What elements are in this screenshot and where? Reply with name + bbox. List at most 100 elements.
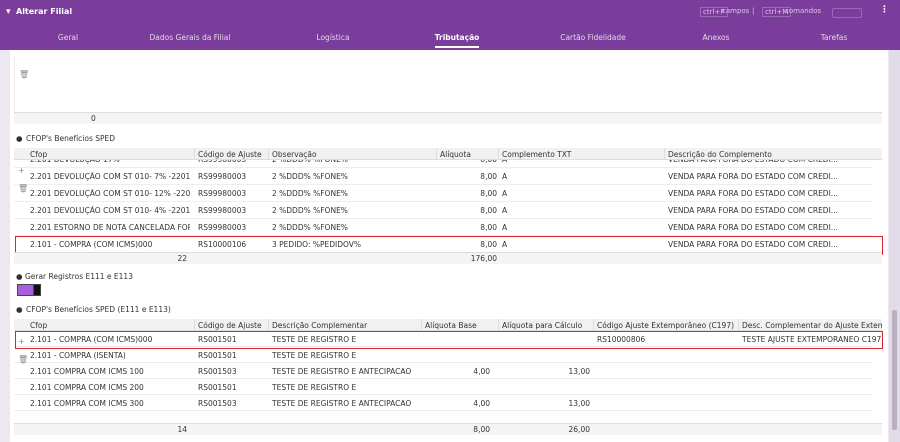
footer-cell: 176,00: [470, 254, 497, 263]
shortcut: |: [752, 7, 755, 15]
grid-footer: [14, 423, 882, 435]
dropdown[interactable]: [832, 8, 862, 18]
column-header: Alíquota para Cálculo: [502, 321, 583, 330]
tab[interactable]: Geral: [57, 33, 79, 42]
cell: VENDA PARA FORA DO ESTADO COM CREDI...: [668, 223, 838, 232]
tab[interactable]: Tributação: [434, 33, 480, 42]
cell: VENDA PARA FORA DO ESTADO COM CREDI...: [668, 172, 838, 181]
column-divider: [593, 319, 594, 331]
cell: 8,00: [480, 240, 497, 249]
grid-row[interactable]: 2.101 COMPRA COM ICMS 200 RS001501 TESTE D…: [14, 379, 872, 395]
section-title: ●: [16, 305, 23, 314]
grid-row[interactable]: 2.201 DEVOLUÇÃO COM ST 010- 12% -2201 RS9…: [14, 185, 872, 202]
section-title-text: CFOP's Benefícios SPED: [26, 134, 116, 143]
row-action[interactable]: +: [18, 337, 25, 346]
cell: VENDA PARA FORA DO ESTADO COM CREDI...: [668, 160, 838, 164]
cell: 2 %DDD% %FONE%: [272, 160, 432, 164]
shortcut: campos: [722, 7, 750, 15]
column-header: Cfop: [30, 150, 48, 159]
cell: 4,00: [473, 398, 490, 408]
row-action[interactable]: 🗑: [18, 184, 29, 193]
cell: 2 %DDD% %FONE%: [272, 206, 348, 215]
cell: RS99980003: [198, 223, 247, 232]
page-title: Alterar Filial: [16, 7, 73, 16]
column-header: Observação: [272, 150, 317, 159]
grid-row[interactable]: 2.201 DEVOLUÇÃO COM ST 010- 7% -2201 RS99…: [14, 168, 872, 185]
cell: TESTE DE REGISTRO E ANTECIPACAO: [272, 398, 412, 408]
scroll-thumb[interactable]: [892, 310, 897, 430]
toggle-label: ● Gerar Registros E111 e E113: [16, 272, 133, 281]
cell: 8,00: [480, 206, 497, 215]
grid-row[interactable]: 2.101 COMPRA COM ICMS 300 RS001503 TESTE D…: [14, 395, 872, 411]
grid-body: 2.101 - COMPRA (COM ICMS)000 RS001501 TEST…: [14, 331, 882, 423]
cell: 8,00: [480, 172, 497, 181]
toggle[interactable]: [17, 284, 41, 296]
cell: 13,00: [568, 366, 590, 376]
cell: TESTE AJUSTE EXTEMPORANEO C197: [742, 334, 882, 344]
cell: A: [502, 160, 662, 164]
cell: A: [502, 172, 508, 181]
grid-row[interactable]: 2.201 DEVOLUÇÃO 17% RS99980003 2 %DDD% %FO…: [14, 160, 872, 168]
tab[interactable]: Anexos: [702, 33, 730, 42]
cell: RS10000806: [597, 334, 646, 344]
column-header: Alíquota Base: [425, 321, 477, 330]
column-divider: [268, 319, 269, 331]
grid-row[interactable]: 2.201 ESTORNO DE NOTA CANCELADA FOR... RS…: [14, 219, 872, 236]
grid-footer: [14, 252, 882, 264]
cell: 2 %DDD% %FONE%: [272, 189, 348, 198]
section-title: ●: [16, 134, 23, 143]
cell: A: [502, 206, 508, 215]
column-divider: [738, 319, 739, 331]
cell: 2.101 - COMPRA (COM ICMS)000: [30, 334, 153, 344]
grid-header: [14, 148, 882, 160]
tab[interactable]: Cartão Fidelidade: [560, 33, 626, 42]
cell: 13,00: [568, 398, 590, 408]
grid-row[interactable]: 2.101 - COMPRA (ISENTA) RS001501 TESTE DE …: [14, 347, 872, 363]
column-header: Código de Ajuste: [198, 321, 262, 330]
column-header: Descrição Complementar: [272, 321, 368, 330]
cell: 2.201 DEVOLUÇÃO COM ST 010- 7% -2201: [30, 172, 190, 181]
row-action[interactable]: 🗑: [18, 355, 29, 364]
cell: TESTE DE REGISTRO E ANTECIPACAO: [272, 366, 412, 376]
grid-row[interactable]: 2.101 - COMPRA (COM ICMS)000 RS10000106 3 …: [14, 236, 872, 252]
tab-bar: Geral Dados Gerais da Filial Logística Trib…: [0, 30, 900, 50]
grid-row[interactable]: 2.101 COMPRA COM ICMS 100 RS001503 TESTE D…: [14, 363, 872, 379]
cell: TESTE DE REGISTRO E: [272, 334, 357, 344]
column-header: Descrição do Complemento: [668, 150, 772, 159]
cell: A: [502, 223, 508, 232]
column-header: Cfop: [30, 321, 48, 330]
shortcut: comandos: [785, 7, 822, 15]
cell: 4,00: [473, 366, 490, 376]
menu-icon[interactable]: ⋮: [880, 5, 889, 15]
cell: 2.101 - COMPRA (ISENTA): [30, 350, 126, 360]
grid-row[interactable]: 2.201 DEVOLUÇÃO COM ST 010- 4% -2201 RS99…: [14, 202, 872, 219]
cell: 3 PEDIDO: %PEDIDOV%: [272, 240, 362, 249]
scrollbar: [889, 50, 900, 442]
column-divider: [268, 148, 269, 160]
tab[interactable]: Dados Gerais da Filial: [149, 33, 231, 42]
grid-row[interactable]: 2.101 - COMPRA (COM ICMS)000 RS001501 TEST…: [14, 331, 881, 347]
cell: 2.201 DEVOLUÇÃO COM ST 010- 12% -2201: [30, 189, 190, 198]
cell: VENDA PARA FORA DO ESTADO COM CREDI...: [668, 240, 838, 249]
cell: 2.101 COMPRA COM ICMS 200: [30, 382, 144, 392]
column-header: Desc. Complementar do Ajuste Extempo: [742, 321, 882, 330]
cell: RS001501: [198, 382, 237, 392]
column-header: Complemento TXT: [502, 150, 572, 159]
grid-body: 2.201 DEVOLUÇÃO 17% RS99980003 2 %DDD% %FO…: [14, 160, 882, 252]
footer-cell: 8,00: [473, 425, 490, 434]
cell: RS99980003: [198, 172, 247, 181]
top-grid: 🗑: [14, 56, 882, 112]
tab[interactable]: Logística: [316, 33, 350, 42]
column-header: Alíquota: [440, 150, 471, 159]
column-header: Código Ajuste Extemporâneo (C197): [597, 321, 735, 330]
delete-icon[interactable]: 🗑: [19, 70, 30, 79]
tab[interactable]: Tarefas: [820, 33, 848, 42]
row-action[interactable]: +: [18, 166, 25, 175]
highlight-box: [15, 331, 883, 349]
cell: A: [502, 189, 508, 198]
collapse-icon[interactable]: ▾: [6, 7, 11, 17]
cell: 2.101 COMPRA COM ICMS 100: [30, 366, 144, 376]
cell: RS10000106: [198, 240, 247, 249]
column-divider: [664, 148, 665, 160]
